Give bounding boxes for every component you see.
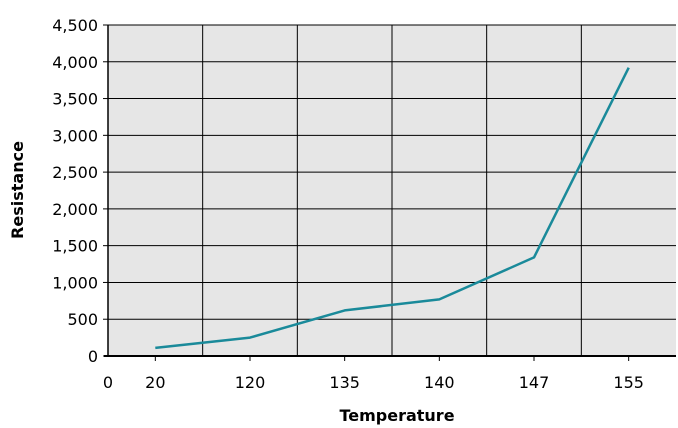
y-tick-label: 4,000 <box>52 53 98 72</box>
y-tick-label: 4,500 <box>52 16 98 35</box>
y-tick-label: 3,000 <box>52 126 98 145</box>
x-tick-label: 120 <box>235 373 266 392</box>
x-tick-label: 20 <box>145 373 165 392</box>
x-axis-title: Temperature <box>339 406 454 425</box>
vertical-gridlines <box>202 25 582 356</box>
y-axis-title: Resistance <box>8 141 27 239</box>
y-tick-label: 0 <box>88 347 98 366</box>
y-tick-label: 500 <box>67 310 98 329</box>
y-tick-label: 3,500 <box>52 90 98 109</box>
x-tick-label: 140 <box>424 373 455 392</box>
x-tick-label: 155 <box>613 373 644 392</box>
horizontal-gridlines <box>108 24 676 320</box>
series-line <box>155 67 630 350</box>
y-tick-label: 2,000 <box>52 200 98 219</box>
y-axis-ticks: 0 500 1,000 1,500 2,000 2,500 3,000 3,500 4,000 4… <box>52 16 108 366</box>
y-tick-label: 1,500 <box>52 237 98 256</box>
y-tick-label: 1,000 <box>52 273 98 292</box>
x-tick-label: 0 <box>103 373 113 392</box>
x-axis-ticks: 0 20 120 135 140 147 155 <box>103 356 644 392</box>
x-tick-label: 147 <box>519 373 550 392</box>
y-tick-label: 2,500 <box>52 163 98 182</box>
x-tick-label: 135 <box>329 373 360 392</box>
